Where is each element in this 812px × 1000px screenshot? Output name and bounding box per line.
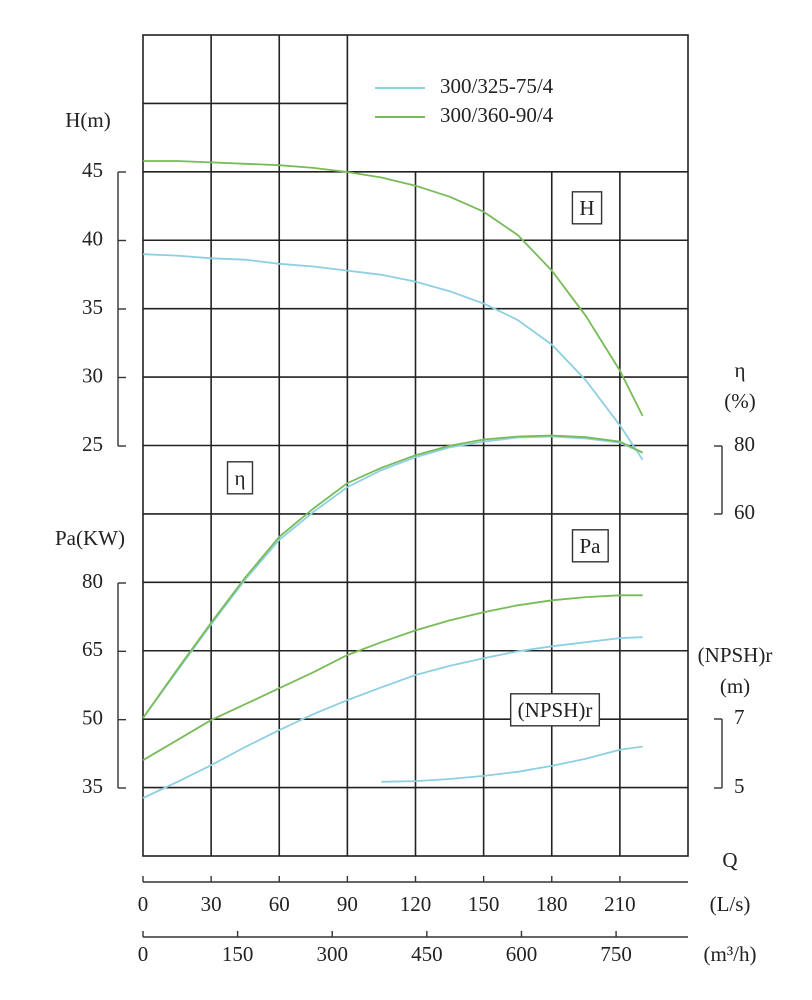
npsh-axis-label: (NPSH)r: [698, 643, 773, 667]
x2-tick-label: 600: [506, 942, 538, 966]
legend-label: 300/360-90/4: [440, 103, 554, 127]
npsh-curve: [381, 745, 643, 783]
y-tick-label: 80: [82, 569, 103, 593]
h-curve: [142, 253, 644, 461]
y-tick-label: 25: [82, 432, 103, 456]
x-tick-label: 60: [269, 892, 290, 916]
eta-axis-label: η: [735, 358, 746, 382]
y-tick-label: 5: [734, 774, 745, 798]
eta-curve: [142, 434, 643, 719]
y-tick-label: 80: [734, 432, 755, 456]
curve-tag: (NPSH)r: [518, 698, 593, 722]
x-tick-label: 120: [400, 892, 432, 916]
curve-tag-box: [509, 693, 601, 727]
pa-axis-label: Pa(KW): [55, 526, 125, 550]
y-tick-label: 35: [82, 295, 103, 319]
x-tick-label: 180: [536, 892, 568, 916]
y-tick-label: 40: [82, 226, 103, 250]
x-axis-unit: (L/s): [710, 892, 751, 916]
curve-tag: Pa: [580, 534, 602, 558]
x-tick-label: 210: [604, 892, 636, 916]
x2-tick-label: 150: [222, 942, 254, 966]
x-tick-label: 0: [138, 892, 149, 916]
h-axis-label: H(m): [65, 108, 111, 132]
x2-axis-unit: (m³/h): [704, 942, 757, 966]
eta-axis-unit: (%): [724, 389, 755, 413]
x-tick-label: 150: [468, 892, 500, 916]
h-curve: [143, 160, 644, 417]
eta-curve: [142, 435, 643, 719]
npsh-axis-unit: (m): [720, 674, 750, 698]
x-tick-label: 90: [337, 892, 358, 916]
curve-tag-box: [571, 191, 603, 225]
curve-tag: η: [235, 466, 246, 490]
pa-curve: [142, 594, 643, 761]
curve-tag-box: [571, 529, 609, 563]
x2-tick-label: 450: [411, 942, 443, 966]
pa-curve: [142, 636, 643, 799]
y-tick-label: 45: [82, 158, 103, 182]
y-tick-label: 35: [82, 774, 103, 798]
y-tick-label: 30: [82, 363, 103, 387]
y-tick-label: 65: [82, 637, 103, 661]
x2-tick-label: 0: [138, 942, 149, 966]
y-tick-label: 50: [82, 705, 103, 729]
y-tick-label: 60: [734, 500, 755, 524]
curve-tag: H: [579, 196, 594, 220]
x2-tick-label: 300: [316, 942, 348, 966]
curve-tag-box: [226, 461, 254, 495]
legend-label: 300/325-75/4: [440, 74, 554, 98]
x2-tick-label: 750: [600, 942, 632, 966]
y-tick-label: 7: [734, 705, 745, 729]
x-tick-label: 30: [201, 892, 222, 916]
x-axis-label: Q: [722, 848, 737, 872]
